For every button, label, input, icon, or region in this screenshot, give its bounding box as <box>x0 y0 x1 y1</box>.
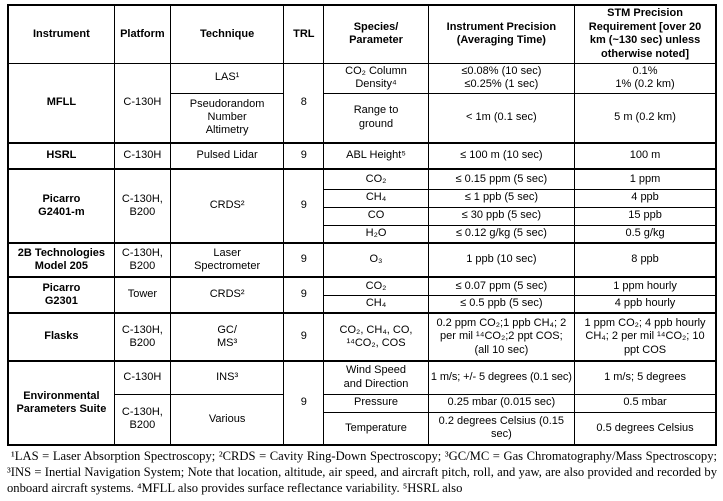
g2401-species-co-cell: CO <box>323 206 429 226</box>
mfll-instrument-cell: MFLL <box>7 62 115 144</box>
mfll-platform-cell: C-130H <box>113 62 171 144</box>
env-species-temperature-cell: Temperature <box>323 411 429 446</box>
mfll-trl-cell: 8 <box>283 62 325 144</box>
g2301-species-ch4-cell: CH₄ <box>323 294 429 314</box>
model205-precision-cell: 1 ppb (10 sec) <box>427 242 576 278</box>
g2301-species-co2-cell: CO₂ <box>323 276 429 296</box>
header-platform: Platform <box>113 4 171 64</box>
flasks-precision-cell: 0.2 ppm CO₂;1 ppb CH₄; 2 per mil ¹⁴CO₂;2… <box>427 312 576 362</box>
mfll-species-co2-column-cell: CO₂ Column Density⁴ <box>323 62 429 94</box>
g2301-precision-ch4-cell: ≤ 0.5 ppb (5 sec) <box>427 294 576 314</box>
env-technique-ins-cell: INS³ <box>169 360 285 395</box>
g2301-trl-cell: 9 <box>283 276 325 314</box>
env-platform-ins-cell: C-130H <box>113 360 171 395</box>
g2401-stm-co2-cell: 1 ppm <box>574 168 717 190</box>
g2401-instrument-cell: Picarro G2401-m <box>7 168 115 244</box>
flasks-trl-cell: 9 <box>283 312 325 362</box>
hsrl-trl-cell: 9 <box>283 142 325 170</box>
g2401-platform-cell: C-130H, B200 <box>113 168 171 244</box>
g2401-species-ch4-cell: CH₄ <box>323 188 429 208</box>
g2301-platform-cell: Tower <box>113 276 171 314</box>
hsrl-precision-cell: ≤ 100 m (10 sec) <box>427 142 576 170</box>
g2401-precision-co-cell: ≤ 30 ppb (5 sec) <box>427 206 576 226</box>
g2401-stm-ch4-cell: 4 ppb <box>574 188 717 208</box>
hsrl-species-cell: ABL Height⁵ <box>323 142 429 170</box>
mfll-precision-range-cell: < 1m (0.1 sec) <box>427 92 576 144</box>
header-technique: Technique <box>169 4 285 64</box>
env-species-pressure-cell: Pressure <box>323 393 429 413</box>
g2301-precision-co2-cell: ≤ 0.07 ppm (5 sec) <box>427 276 576 296</box>
header-precision: Instrument Precision (Averaging Time) <box>427 4 576 64</box>
hsrl-platform-cell: C-130H <box>113 142 171 170</box>
flasks-species-cell: CO₂, CH₄, CO, ¹⁴CO₂, COS <box>323 312 429 362</box>
g2401-species-co2-cell: CO₂ <box>323 168 429 190</box>
g2401-precision-h2o-cell: ≤ 0.12 g/kg (5 sec) <box>427 224 576 244</box>
env-precision-wind-cell: 1 m/s; +/- 5 degrees (0.1 sec) <box>427 360 576 395</box>
flasks-stm-cell: 1 ppm CO₂; 4 ppb hourly CH₄; 2 per mil ¹… <box>574 312 717 362</box>
table-footnotes: ¹LAS = Laser Absorption Spectroscopy; ²C… <box>7 449 717 495</box>
mfll-precision-co2-column-cell: ≤0.08% (10 sec) ≤0.25% (1 sec) <box>427 62 576 94</box>
env-technique-various-cell: Various <box>169 393 285 446</box>
g2301-instrument-cell: Picarro G2301 <box>7 276 115 314</box>
env-instrument-cell: Environmental Parameters Suite <box>7 360 115 446</box>
g2401-technique-cell: CRDS² <box>169 168 285 244</box>
g2401-precision-ch4-cell: ≤ 1 ppb (5 sec) <box>427 188 576 208</box>
hsrl-instrument-cell: HSRL <box>7 142 115 170</box>
env-species-wind-cell: Wind Speed and Direction <box>323 360 429 395</box>
g2301-stm-co2-cell: 1 ppm hourly <box>574 276 717 296</box>
g2401-species-h2o-cell: H₂O <box>323 224 429 244</box>
mfll-technique-las-cell: LAS¹ <box>169 62 285 94</box>
g2401-stm-h2o-cell: 0.5 g/kg <box>574 224 717 244</box>
flasks-instrument-cell: Flasks <box>7 312 115 362</box>
header-instrument: Instrument <box>7 4 115 64</box>
model205-instrument-cell: 2B Technologies Model 205 <box>7 242 115 278</box>
env-precision-temperature-cell: 0.2 degrees Celsius (0.15 sec) <box>427 411 576 446</box>
mfll-species-range-cell: Range to ground <box>323 92 429 144</box>
header-trl: TRL <box>283 4 325 64</box>
mfll-stm-co2-column-cell: 0.1% 1% (0.2 km) <box>574 62 717 94</box>
env-stm-temperature-cell: 0.5 degrees Celsius <box>574 411 717 446</box>
g2401-precision-co2-cell: ≤ 0.15 ppm (5 sec) <box>427 168 576 190</box>
model205-platform-cell: C-130H, B200 <box>113 242 171 278</box>
mfll-stm-range-cell: 5 m (0.2 km) <box>574 92 717 144</box>
flasks-technique-cell: GC/ MS³ <box>169 312 285 362</box>
env-precision-pressure-cell: 0.25 mbar (0.015 sec) <box>427 393 576 413</box>
mfll-technique-altimetry-cell: Pseudorandom Number Altimetry <box>169 92 285 144</box>
model205-stm-cell: 8 ppb <box>574 242 717 278</box>
env-stm-pressure-cell: 0.5 mbar <box>574 393 717 413</box>
model205-species-cell: O₃ <box>323 242 429 278</box>
env-platform-various-cell: C-130H, B200 <box>113 393 171 446</box>
header-species: Species/ Parameter <box>323 4 429 64</box>
instrument-precision-table: Instrument Platform Technique TRL Specie… <box>7 4 717 446</box>
model205-technique-cell: Laser Spectrometer <box>169 242 285 278</box>
header-stm-requirement: STM Precision Requirement [over 20 km (~… <box>574 4 717 64</box>
env-trl-cell: 9 <box>283 360 325 446</box>
g2301-stm-ch4-cell: 4 ppb hourly <box>574 294 717 314</box>
hsrl-stm-cell: 100 m <box>574 142 717 170</box>
g2401-stm-co-cell: 15 ppb <box>574 206 717 226</box>
g2401-trl-cell: 9 <box>283 168 325 244</box>
flasks-platform-cell: C-130H, B200 <box>113 312 171 362</box>
g2301-technique-cell: CRDS² <box>169 276 285 314</box>
env-stm-wind-cell: 1 m/s; 5 degrees <box>574 360 717 395</box>
model205-trl-cell: 9 <box>283 242 325 278</box>
hsrl-technique-cell: Pulsed Lidar <box>169 142 285 170</box>
